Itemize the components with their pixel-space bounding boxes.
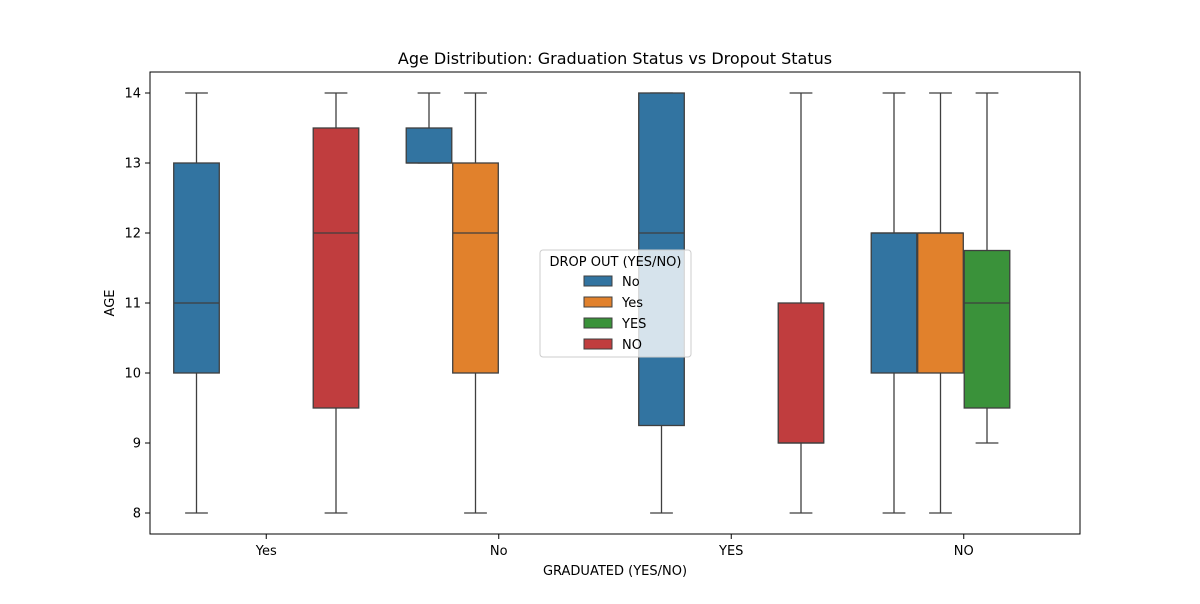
box-No-Yes — [452, 92, 499, 514]
box-iqr — [405, 127, 453, 164]
x-tick-label: NO — [954, 544, 974, 559]
y-axis-label: AGE — [103, 290, 118, 317]
legend-box — [539, 249, 692, 358]
box-iqr — [452, 162, 499, 374]
y-tick-label: 11 — [124, 297, 141, 312]
box-Yes-NO — [312, 92, 360, 514]
box-NO-YES — [963, 92, 1011, 444]
box-No-No — [405, 92, 453, 164]
chart-title: Age Distribution: Graduation Status vs D… — [398, 49, 832, 68]
box-iqr — [777, 302, 825, 444]
y-tick-label: 12 — [124, 227, 141, 242]
legend-label: NO — [622, 338, 642, 353]
x-axis-label: GRADUATED (YES/NO) — [543, 564, 687, 579]
y-tick-label: 9 — [133, 437, 141, 452]
box-NO-No — [870, 92, 918, 514]
axes-layer: 8 9 10 11 12 13 14 Yes No YES NO — [124, 71, 1081, 559]
x-tick-label: Yes — [255, 544, 277, 559]
legend-label: Yes — [621, 296, 643, 311]
legend-swatch-YES — [583, 317, 613, 329]
box-iqr — [963, 249, 1011, 409]
boxes-layer — [173, 92, 1011, 514]
box-iqr — [312, 127, 360, 409]
legend-label: No — [622, 275, 640, 290]
y-tick-label: 13 — [124, 157, 141, 172]
box-iqr — [917, 232, 964, 374]
legend-swatch-No — [583, 275, 613, 287]
box-iqr — [870, 232, 918, 374]
legend: DROP OUT (YES/NO) No Yes YES NO — [539, 249, 692, 358]
y-tick-label: 10 — [124, 367, 141, 382]
legend-swatch-Yes — [583, 296, 613, 308]
box-YES-NO — [777, 92, 825, 514]
legend-label: YES — [621, 317, 646, 332]
legend-swatch-NO — [583, 338, 613, 350]
x-tick-label: No — [490, 544, 508, 559]
box-NO-Yes — [917, 92, 964, 514]
box-iqr — [173, 162, 220, 374]
box-Yes-No — [173, 92, 220, 514]
y-tick-label: 8 — [133, 507, 141, 522]
x-tick-label: YES — [718, 544, 743, 559]
legend-title: DROP OUT (YES/NO) — [550, 255, 682, 270]
y-tick-label: 14 — [124, 87, 141, 102]
